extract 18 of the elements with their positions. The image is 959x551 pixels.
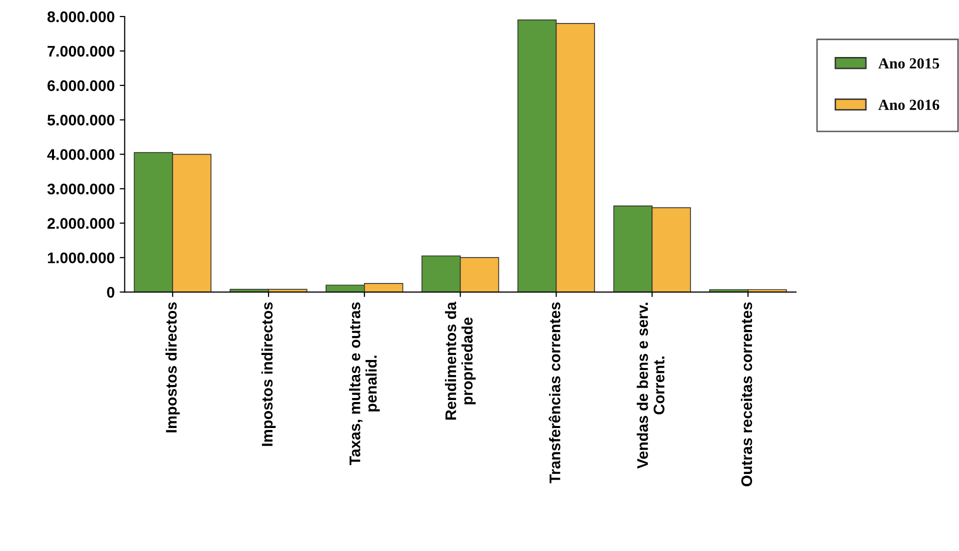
y-tick-label: 1.000.000 — [48, 252, 114, 264]
legend-label: Ano 2016 — [878, 100, 940, 110]
y-tick-label: 6.000.000 — [48, 80, 114, 92]
x-tick-label: Taxas, multas e outras penalid. — [349, 302, 380, 466]
y-tick-label: 0 — [107, 286, 114, 298]
x-tick-label: Impostos indirectos — [261, 302, 276, 446]
y-tick-label: 7.000.000 — [48, 46, 114, 57]
y-tick-label: 3.000.000 — [47, 184, 114, 194]
y-tick-label: 8.000.000 — [47, 11, 114, 22]
x-tick-label: Outras receitas correntes — [740, 302, 752, 486]
x-tick-label: Transferências correntes — [548, 302, 560, 484]
x-tick-label: Impostos directos — [166, 302, 180, 432]
x-tick-label: Vendas de bens e serv. Corrent. — [636, 302, 664, 469]
y-tick-label: 2.000.000 — [48, 218, 114, 229]
legend-label: Ano 2015 — [878, 58, 940, 69]
y-tick-label: 5.000.000 — [47, 114, 114, 126]
y-tick-label: 4.000.000 — [47, 149, 114, 160]
x-tick-label: Rendimentos da propriedade — [444, 302, 476, 420]
